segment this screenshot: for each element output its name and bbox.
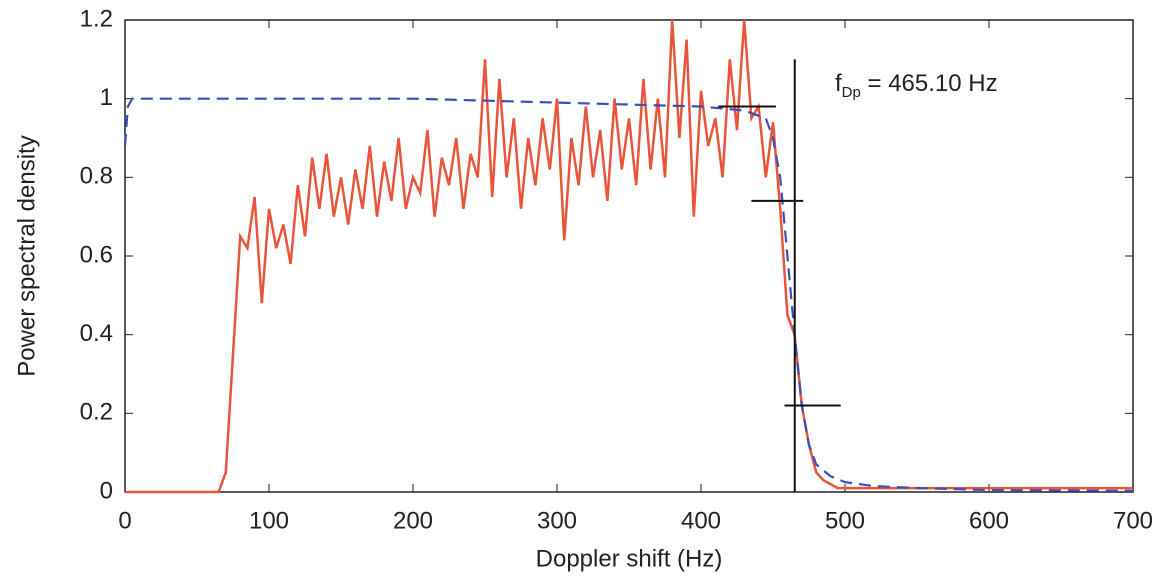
series-line bbox=[123, 97, 1134, 492]
y-tick-label: 1 bbox=[100, 84, 113, 111]
annotation-text: = 465.10 Hz bbox=[861, 70, 998, 97]
y-tick-label: 0.6 bbox=[80, 241, 113, 268]
y-tick-label: 0 bbox=[100, 477, 113, 504]
x-tick-label: 500 bbox=[825, 507, 865, 534]
x-tick-label: 300 bbox=[537, 507, 577, 534]
y-tick-label: 1.2 bbox=[80, 5, 113, 32]
x-tick-label: 100 bbox=[249, 507, 289, 534]
y-tick-label: 0.8 bbox=[80, 163, 113, 190]
y-axis-label: Power spectral density bbox=[13, 135, 40, 376]
series-line bbox=[125, 19, 1133, 494]
x-tick-label: 600 bbox=[969, 507, 1009, 534]
annotation-subscript: Dp bbox=[842, 84, 861, 101]
x-tick-label: 0 bbox=[118, 507, 131, 534]
annotation-symbol: f bbox=[835, 70, 842, 97]
annotation: fDp = 465.10 Hz bbox=[835, 70, 998, 101]
x-tick-label: 700 bbox=[1113, 507, 1153, 534]
x-axis-label: Doppler shift (Hz) bbox=[536, 545, 723, 572]
y-tick-label: 0.4 bbox=[80, 320, 113, 347]
y-tick-label: 0.2 bbox=[80, 399, 113, 426]
x-tick-label: 400 bbox=[681, 507, 721, 534]
x-tick-label: 200 bbox=[393, 507, 433, 534]
